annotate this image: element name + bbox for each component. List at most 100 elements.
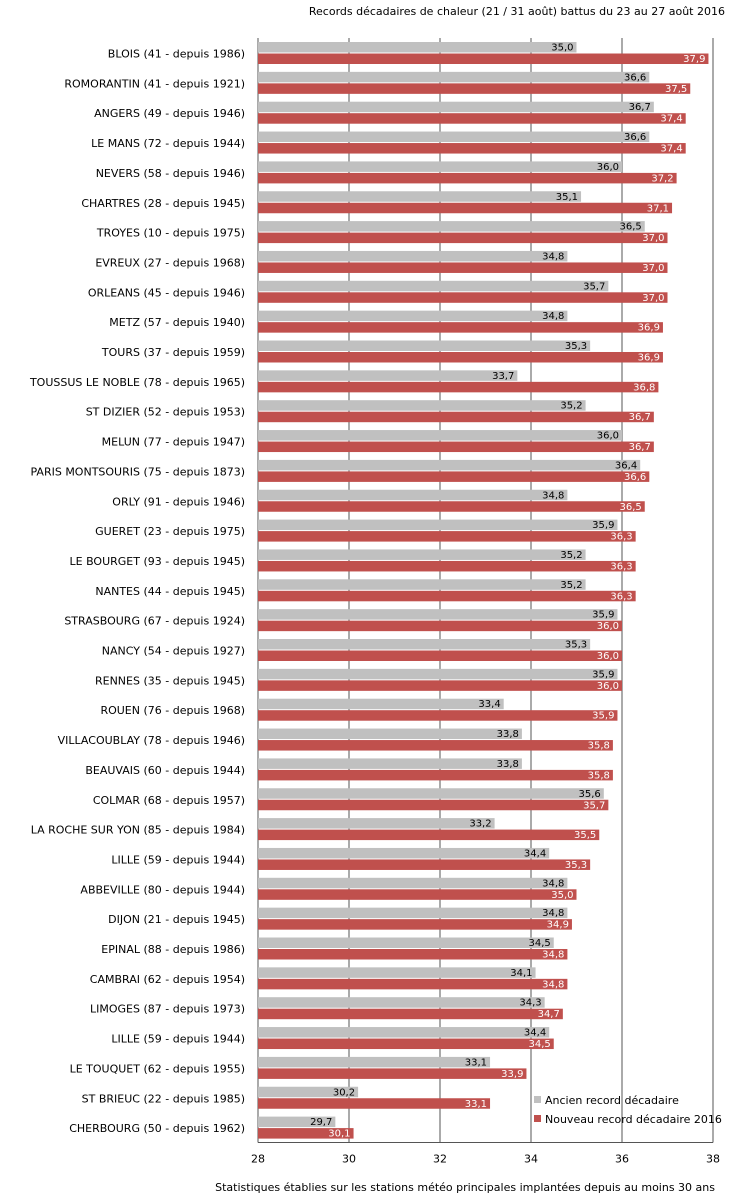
bar-new-record (258, 471, 650, 482)
category-label: BEAUVAIS (60 - depuis 1944) (85, 764, 245, 777)
bar-old-record (258, 489, 568, 501)
bar-old-record (258, 579, 586, 590)
bar-new-record (258, 620, 622, 632)
data-label-new: 35,7 (583, 800, 605, 811)
category-label: PARIS MONTSOURIS (75 - depuis 1873) (31, 465, 246, 478)
data-label-new: 30,1 (328, 1129, 350, 1140)
chart-title: Records décadaires de chaleur (21 / 31 a… (309, 5, 725, 18)
category-label: VILLACOUBLAY (78 - depuis 1946) (58, 734, 245, 747)
bar-new-record (258, 143, 686, 154)
bar-new-record (258, 650, 622, 661)
data-label-new: 37,4 (660, 114, 682, 125)
data-label-old: 35,2 (560, 550, 582, 561)
data-label-old: 33,8 (497, 759, 519, 770)
data-label-old: 34,8 (542, 490, 564, 501)
category-label: CHARTRES (28 - depuis 1945) (81, 197, 245, 210)
bar-new-record (258, 1038, 554, 1050)
bar-new-record (258, 799, 609, 811)
bar-new-record (258, 1128, 354, 1139)
bar-old-record (258, 250, 568, 262)
data-label-old: 35,2 (560, 580, 582, 591)
data-label-new: 36,3 (610, 561, 632, 572)
bar-old-record (258, 549, 586, 560)
bar-old-record (258, 1027, 550, 1038)
bar-old-record (258, 459, 641, 471)
legend: Ancien record décadaire Nouveau record d… (534, 1094, 722, 1126)
data-label-old: 36,6 (624, 132, 646, 143)
data-label-new: 36,7 (629, 442, 651, 453)
category-label: LE MANS (72 - depuis 1944) (91, 137, 245, 150)
category-label: ROMORANTIN (41 - depuis 1921) (64, 77, 245, 90)
bar-new-record (258, 829, 600, 841)
data-label-old: 30,2 (333, 1087, 355, 1098)
category-label: ST BRIEUC (22 - depuis 1985) (82, 1092, 245, 1105)
category-label: CAMBRAI (62 - depuis 1954) (90, 973, 245, 986)
legend-label-new: Nouveau record décadaire 2016 (545, 1113, 722, 1126)
data-label-old: 34,8 (542, 908, 564, 919)
category-label: ORLY (91 - depuis 1946) (112, 495, 245, 508)
bar-new-record (258, 381, 659, 393)
category-label: LILLE (59 - depuis 1944) (111, 1033, 245, 1046)
data-label-old: 34,5 (528, 938, 550, 949)
bar-new-record (258, 322, 663, 333)
bar-new-record (258, 441, 654, 453)
bar-old-record (258, 42, 577, 53)
bar-old-record (258, 310, 568, 322)
data-label-new: 34,5 (528, 1039, 550, 1050)
data-label-new: 36,5 (619, 502, 641, 513)
bar-new-record (258, 531, 636, 542)
bar-old-record (258, 758, 522, 769)
bar-new-record (258, 680, 622, 691)
data-label-new: 35,5 (574, 830, 596, 841)
category-label: TROYES (10 - depuis 1975) (96, 227, 245, 240)
category-label: EPINAL (88 - depuis 1986) (101, 943, 245, 956)
bar-new-record (258, 889, 577, 900)
data-label-new: 36,9 (638, 353, 660, 364)
data-label-old: 36,0 (597, 162, 619, 173)
data-label-new: 33,9 (501, 1069, 523, 1080)
category-label: LE BOURGET (93 - depuis 1945) (70, 555, 246, 568)
data-label-old: 35,3 (565, 341, 587, 352)
data-label-new: 35,8 (588, 770, 610, 781)
bar-old-record (258, 191, 582, 202)
category-label: LILLE (59 - depuis 1944) (111, 853, 245, 866)
bar-new-record (258, 232, 668, 244)
bar-old-record (258, 400, 586, 411)
bar-new-record (258, 53, 709, 64)
x-tick-label: 38 (706, 1152, 720, 1165)
data-label-old: 36,6 (624, 72, 646, 83)
bar-new-record (258, 292, 668, 303)
x-tick-label: 32 (433, 1152, 447, 1165)
bar-old-record (258, 788, 604, 799)
bar-old-record (258, 668, 618, 680)
data-label-new: 37,0 (642, 293, 664, 304)
category-label: GUERET (23 - depuis 1975) (95, 525, 245, 538)
category-label: EVREUX (27 - depuis 1968) (95, 256, 245, 269)
x-tick-label: 34 (524, 1152, 538, 1165)
data-label-old: 33,2 (469, 819, 491, 830)
bar-old-record (258, 818, 495, 829)
data-label-old: 33,1 (465, 1057, 487, 1068)
category-label: LE TOUQUET (62 - depuis 1955) (70, 1062, 245, 1075)
data-label-new: 36,7 (629, 412, 651, 423)
category-label: ST DIZIER (52 - depuis 1953) (86, 406, 245, 419)
category-label: METZ (57 - depuis 1940) (109, 316, 245, 329)
bar-new-record (258, 262, 668, 273)
bar-new-record (258, 1008, 563, 1020)
bar-new-record (258, 710, 618, 721)
data-label-new: 36,9 (638, 323, 660, 334)
data-label-new: 37,9 (683, 54, 705, 65)
data-label-old: 29,7 (310, 1117, 332, 1128)
bar-old-record (258, 997, 545, 1008)
category-label: RENNES (35 - depuis 1945) (95, 674, 245, 687)
data-label-new: 34,8 (542, 979, 564, 990)
data-label-new: 37,0 (642, 263, 664, 274)
data-label-new: 36,3 (610, 532, 632, 543)
data-label-old: 33,4 (478, 699, 500, 710)
category-label: ORLEANS (45 - depuis 1946) (88, 286, 245, 299)
bar-old-record (258, 609, 618, 620)
category-label: MELUN (77 - depuis 1947) (102, 436, 245, 449)
legend-label-old: Ancien record décadaire (545, 1094, 679, 1107)
x-axis-ticks: 28 30 32 34 36 38 (251, 1152, 720, 1165)
